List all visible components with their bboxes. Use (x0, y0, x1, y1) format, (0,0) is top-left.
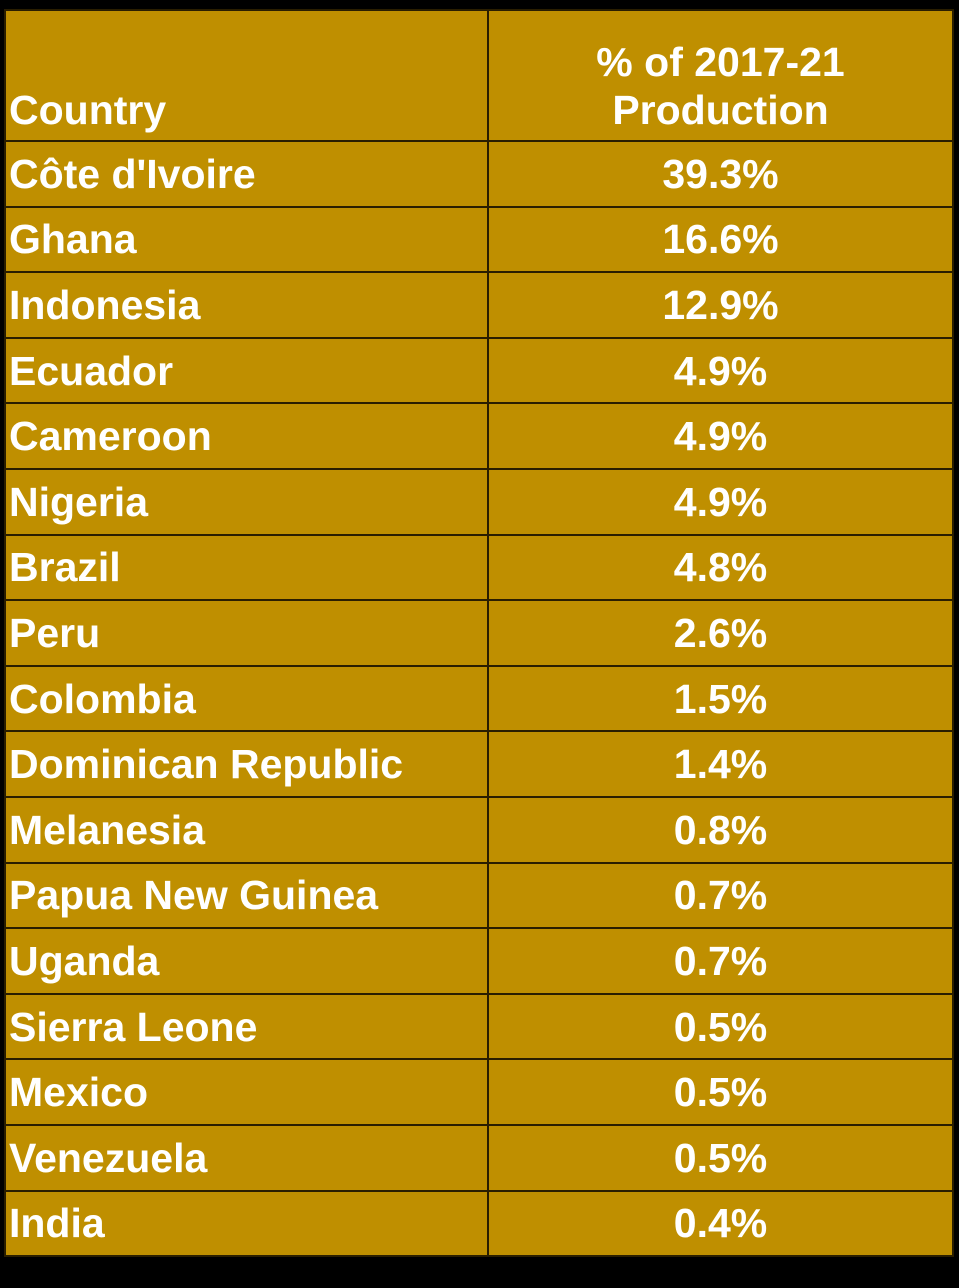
table-row: Colombia 1.5% (4, 664, 954, 733)
table-body: Côte d'Ivoire 39.3% Ghana 16.6% Indonesia 12.… (4, 140, 954, 1258)
pct-production-cell: 4.9% (487, 402, 954, 470)
pct-production-cell: 16.6% (487, 205, 954, 274)
country-cell: Uganda (4, 927, 489, 995)
header-row: Country % of 2017-21 Production (4, 9, 954, 142)
table-row: Cameroon 4.9% (4, 402, 954, 470)
header-pct-line2: Production (612, 87, 829, 133)
pct-production-cell: 12.9% (487, 271, 954, 339)
table-row: Ecuador 4.9% (4, 336, 954, 405)
country-cell: Papua New Guinea (4, 861, 489, 930)
table-row: Côte d'Ivoire 39.3% (4, 140, 954, 208)
pct-production-cell: 0.8% (487, 795, 954, 864)
country-cell: Ecuador (4, 336, 489, 405)
table-row: Sierra Leone 0.5% (4, 992, 954, 1061)
table-row: Melanesia 0.8% (4, 795, 954, 864)
pct-production-cell: 0.5% (487, 992, 954, 1061)
country-cell: Nigeria (4, 467, 489, 536)
country-cell: Sierra Leone (4, 992, 489, 1061)
pct-production-cell: 0.5% (487, 1058, 954, 1126)
pct-production-cell: 39.3% (487, 140, 954, 208)
country-cell: Brazil (4, 533, 489, 602)
country-cell: Dominican Republic (4, 730, 489, 798)
pct-production-cell: 0.5% (487, 1123, 954, 1192)
header-country: Country (4, 9, 489, 142)
header-pct-line1: % of 2017-21 (596, 39, 845, 85)
pct-production-cell: 4.9% (487, 336, 954, 405)
country-cell: Colombia (4, 664, 489, 733)
country-cell: Melanesia (4, 795, 489, 864)
table-row: Ghana 16.6% (4, 205, 954, 274)
country-cell: Côte d'Ivoire (4, 140, 489, 208)
table-row: Indonesia 12.9% (4, 271, 954, 339)
table-row: Nigeria 4.9% (4, 467, 954, 536)
pct-production-cell: 0.4% (487, 1189, 954, 1258)
country-cell: Venezuela (4, 1123, 489, 1192)
table-row: India 0.4% (4, 1189, 954, 1258)
pct-production-cell: 0.7% (487, 927, 954, 995)
country-cell: Ghana (4, 205, 489, 274)
table-row: Mexico 0.5% (4, 1058, 954, 1126)
table-row: Venezuela 0.5% (4, 1123, 954, 1192)
header-pct-production: % of 2017-21 Production (487, 9, 954, 142)
pct-production-cell: 0.7% (487, 861, 954, 930)
country-cell: Indonesia (4, 271, 489, 339)
table-row: Papua New Guinea 0.7% (4, 861, 954, 930)
cocoa-production-table: Country % of 2017-21 Production Côte d'I… (4, 9, 954, 1258)
pct-production-cell: 1.4% (487, 730, 954, 798)
country-cell: India (4, 1189, 489, 1258)
country-cell: Cameroon (4, 402, 489, 470)
country-cell: Peru (4, 599, 489, 667)
country-cell: Mexico (4, 1058, 489, 1126)
table-row: Dominican Republic 1.4% (4, 730, 954, 798)
table-row: Brazil 4.8% (4, 533, 954, 602)
table-row: Uganda 0.7% (4, 927, 954, 995)
table-row: Peru 2.6% (4, 599, 954, 667)
pct-production-cell: 4.9% (487, 467, 954, 536)
pct-production-cell: 4.8% (487, 533, 954, 602)
pct-production-cell: 2.6% (487, 599, 954, 667)
pct-production-cell: 1.5% (487, 664, 954, 733)
